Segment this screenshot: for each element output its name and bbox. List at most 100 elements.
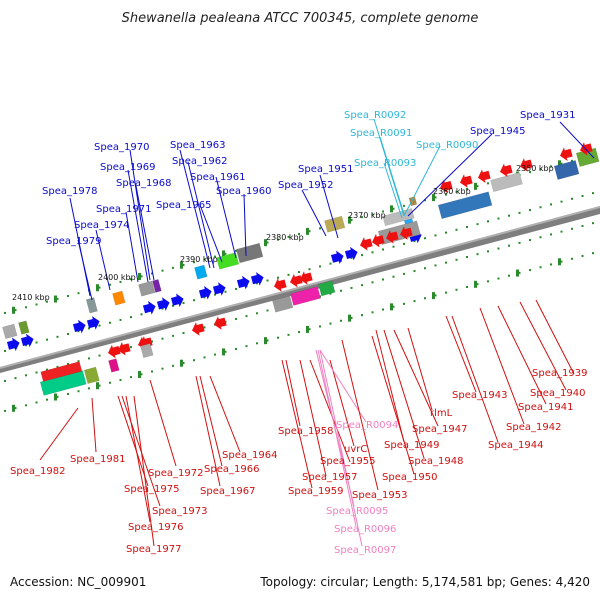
gene-label-bottom: Spea_1947 — [412, 424, 467, 435]
track-dot — [235, 249, 237, 252]
track-dot — [518, 271, 521, 274]
gene-label-top: Spea_1962 — [172, 156, 227, 167]
gene-label-top: Spea_1974 — [74, 220, 129, 231]
track-dot — [382, 308, 384, 311]
track-dot — [371, 251, 374, 254]
track-dot — [172, 266, 174, 269]
track-dot — [361, 254, 363, 257]
gene-label-bottom: Spea_1976 — [128, 522, 183, 533]
track-dot — [518, 241, 521, 244]
track-dot — [518, 211, 521, 214]
track-dot — [109, 321, 111, 324]
track-dot — [466, 225, 468, 228]
track-dot — [203, 356, 206, 359]
gene-label-bottom: Spea_1964 — [222, 450, 277, 461]
track-dot — [245, 315, 248, 318]
scale-label: 2360 kbp — [433, 187, 471, 196]
track-dot — [203, 258, 206, 261]
track-dot — [256, 282, 258, 285]
track-dot — [319, 325, 321, 328]
track-dot — [235, 317, 237, 320]
leader-line — [479, 307, 525, 425]
leader-line — [383, 329, 425, 459]
track-dot — [140, 313, 143, 316]
forward-gene-arrow — [198, 286, 212, 300]
gene-block — [85, 297, 98, 314]
scale-tick — [138, 272, 141, 280]
track-dot — [67, 333, 69, 336]
track-dot — [350, 286, 353, 289]
track-dot — [539, 206, 542, 209]
track-dot — [214, 293, 216, 296]
scale-tick — [432, 292, 435, 300]
track-dot — [529, 209, 531, 212]
reverse-gene-arrow — [520, 158, 533, 172]
forward-gene-arrow — [212, 282, 226, 296]
forward-gene-arrow — [330, 250, 344, 265]
gene-label-top: Spea_R0093 — [354, 158, 416, 169]
leader-line — [319, 349, 363, 547]
gene-label-top: Spea_R0091 — [350, 128, 412, 139]
gene-label-bottom: Spea_1972 — [148, 468, 203, 479]
leader-line — [39, 407, 79, 461]
track-dot — [130, 346, 132, 349]
track-dot — [214, 255, 216, 258]
track-dot — [403, 272, 405, 275]
scale-tick — [390, 205, 393, 213]
gene-block — [140, 343, 154, 359]
scale-tick — [474, 280, 477, 288]
track-dot — [424, 199, 426, 202]
leader-line — [133, 395, 155, 547]
gene-block — [108, 358, 120, 373]
gene-block — [290, 286, 321, 306]
leader-line — [445, 315, 477, 393]
leader-line — [125, 395, 151, 523]
leader-line — [281, 359, 313, 489]
gene-features — [2, 142, 600, 396]
track-dot — [487, 220, 489, 223]
track-dot — [476, 185, 479, 188]
gene-label-top: Spea_1961 — [190, 172, 245, 183]
reverse-gene-arrow — [386, 230, 399, 244]
track-dot — [119, 280, 122, 283]
track-dot — [455, 288, 458, 291]
track-dot — [434, 294, 437, 297]
gene-block — [318, 280, 336, 297]
gene-label-top: Spea_1978 — [42, 186, 97, 197]
track-dot — [256, 342, 258, 345]
gene-label-bottom: uvrC — [344, 444, 367, 455]
leader-line — [243, 193, 247, 257]
gene-label-top: Spea_1963 — [170, 140, 225, 151]
scale-tick — [558, 258, 561, 266]
leader-line — [329, 359, 355, 447]
track-dot — [67, 393, 69, 396]
leader-line — [301, 189, 327, 237]
track-dot — [487, 250, 489, 253]
gene-label-bottom: Spea_1940 — [530, 388, 585, 399]
track-dot — [329, 262, 332, 265]
track-dot — [476, 283, 479, 286]
track-dot — [35, 341, 38, 344]
track-dot — [403, 204, 405, 207]
track-dot — [581, 254, 584, 257]
scale-label: 2410 kbp — [12, 293, 50, 302]
track-dot — [560, 260, 563, 263]
gene-label-bottom: Spea_1966 — [204, 464, 259, 475]
track-dot — [88, 357, 90, 360]
track-dot — [550, 165, 552, 168]
track-dot — [46, 338, 48, 341]
track-dot — [25, 404, 27, 407]
scale-ticks — [12, 160, 561, 412]
leader-line — [407, 133, 493, 217]
gene-label-bottom: Spea_1955 — [320, 456, 375, 467]
track-dot — [592, 222, 594, 225]
track-dot — [550, 203, 552, 206]
track-dot — [424, 297, 426, 300]
gene-block — [2, 323, 18, 340]
track-dot — [214, 353, 216, 356]
track-dot — [487, 280, 489, 283]
gene-label-bottom: Spea_1957 — [302, 472, 357, 483]
track-dot — [539, 236, 542, 239]
leader-line — [519, 301, 567, 391]
leader-line — [299, 359, 327, 477]
